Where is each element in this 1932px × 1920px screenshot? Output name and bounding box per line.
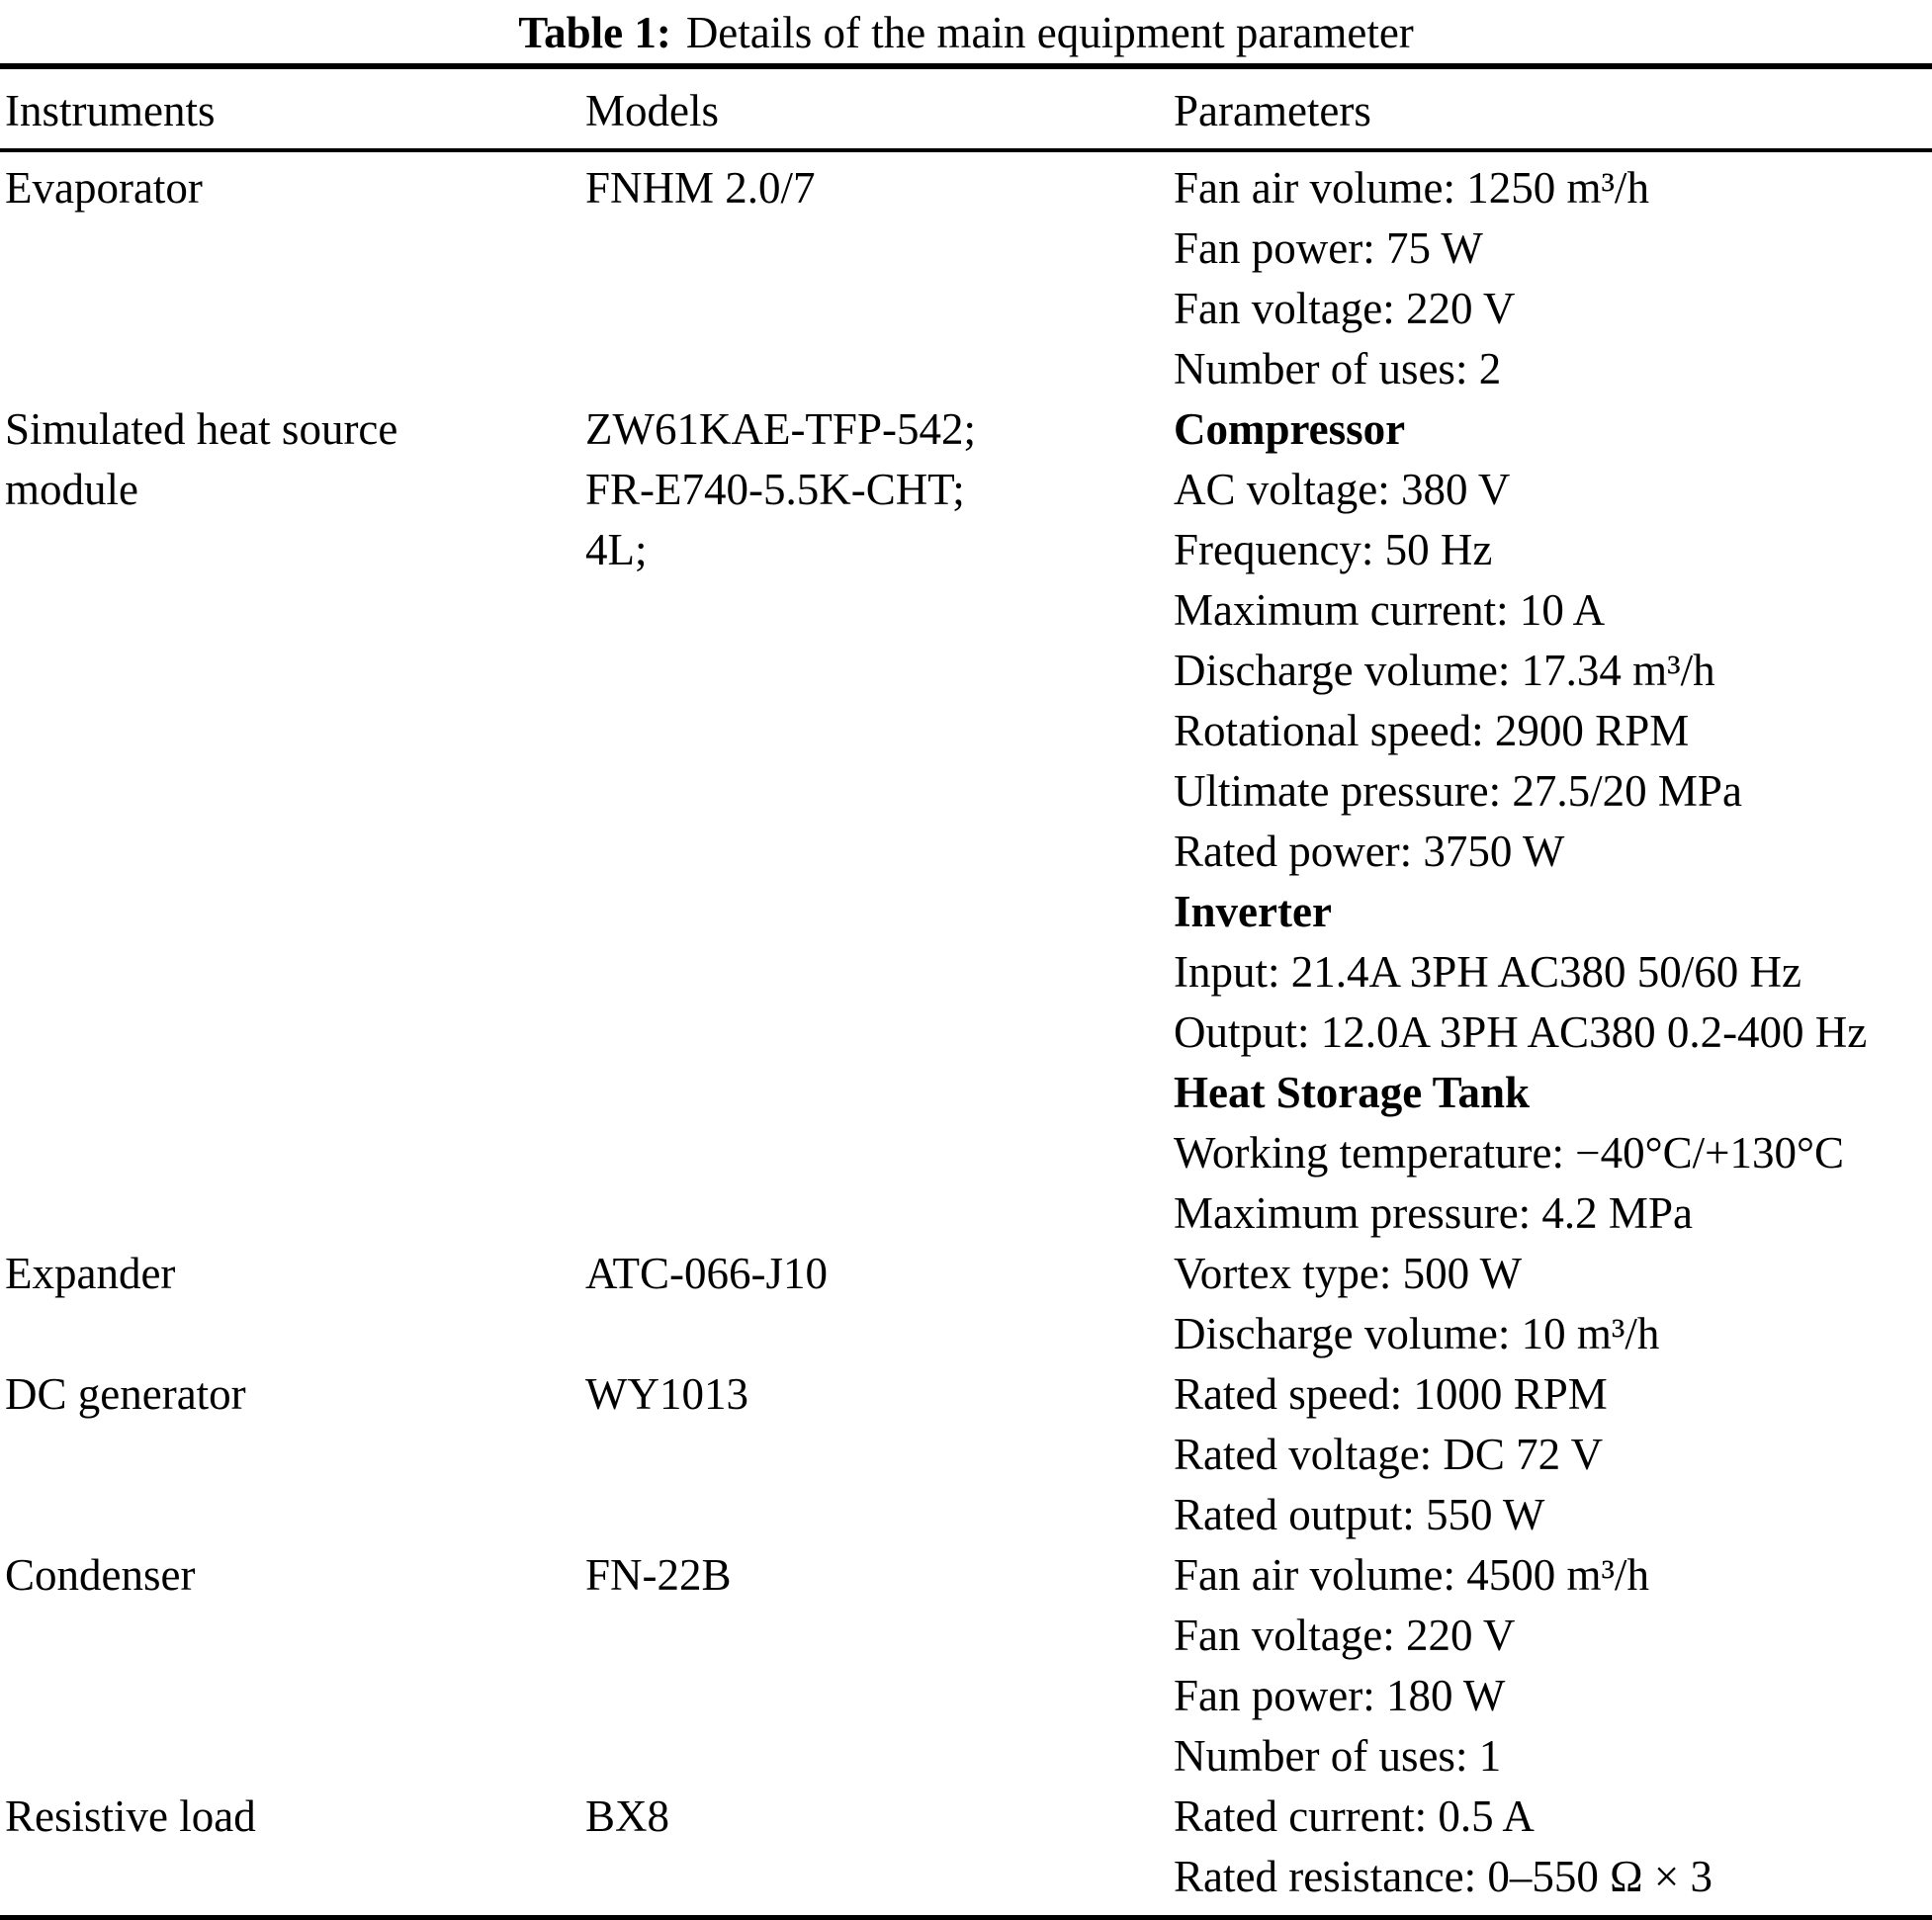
instrument-line: Condenser: [5, 1550, 196, 1600]
table-body: Evaporator FNHM 2.0/7 Fan air volume: 1250…: [0, 152, 1932, 1907]
bottom-rule: [0, 1915, 1932, 1920]
table-row: Expander ATC-066-J10 Vortex type: 500 W Dis…: [0, 1244, 1932, 1364]
parameter-line: Input: 21.4A 3PH AC380 50/60 Hz: [1174, 947, 1802, 997]
instrument-cell: Evaporator: [0, 158, 581, 218]
parameter-line: Working temperature: −40°C/+130°C: [1174, 1128, 1845, 1178]
table-row: Evaporator FNHM 2.0/7 Fan air volume: 1250…: [0, 158, 1932, 399]
instrument-line: Evaporator: [5, 163, 203, 213]
parameter-line: Rated voltage: DC 72 V: [1174, 1430, 1604, 1479]
parameter-line: Maximum current: 10 A: [1174, 585, 1606, 635]
parameter-line: Rated speed: 1000 RPM: [1174, 1369, 1608, 1419]
instrument-cell: DC generator: [0, 1364, 581, 1425]
model-line: FNHM 2.0/7: [585, 163, 816, 213]
models-cell: WY1013: [581, 1364, 1167, 1425]
models-cell: ATC-066-J10: [581, 1244, 1167, 1304]
parameter-line: Number of uses: 2: [1174, 344, 1502, 393]
instrument-line: Expander: [5, 1249, 176, 1298]
model-line: FN-22B: [585, 1550, 732, 1600]
column-header-models: Models: [585, 86, 719, 135]
column-header-parameters: Parameters: [1174, 86, 1371, 135]
parameter-line: Ultimate pressure: 27.5/20 MPa: [1174, 766, 1742, 816]
parameter-line: Frequency: 50 Hz: [1174, 525, 1493, 574]
model-line: ZW61KAE-TFP-542;: [585, 404, 976, 454]
parameter-line: AC voltage: 380 V: [1174, 465, 1511, 514]
model-line: FR-E740-5.5K-CHT;: [585, 465, 965, 514]
parameter-line: Fan voltage: 220 V: [1174, 1611, 1516, 1660]
parameter-line: Rotational speed: 2900 RPM: [1174, 706, 1690, 755]
parameter-line: Heat Storage Tank: [1174, 1068, 1531, 1117]
instrument-line: Resistive load: [5, 1791, 256, 1841]
model-line: ATC-066-J10: [585, 1249, 828, 1298]
table-caption-label: Table 1:: [518, 8, 671, 57]
parameter-line: Number of uses: 1: [1174, 1731, 1502, 1781]
parameters-cell: Vortex type: 500 W Discharge volume: 10 m…: [1167, 1244, 1932, 1364]
parameter-line: Fan air volume: 4500 m³/h: [1174, 1550, 1649, 1600]
table-row: Simulated heat source module ZW61KAE-TFP-5…: [0, 399, 1932, 1244]
parameter-line: Discharge volume: 17.34 m³/h: [1174, 646, 1715, 695]
parameters-cell: Fan air volume: 4500 m³/h Fan voltage: 22…: [1167, 1545, 1932, 1787]
models-cell: FN-22B: [581, 1545, 1167, 1606]
parameter-line: Fan power: 180 W: [1174, 1671, 1506, 1720]
model-line: 4L;: [585, 525, 648, 574]
parameter-line: Fan air volume: 1250 m³/h: [1174, 163, 1649, 213]
table-row: DC generator WY1013 Rated speed: 1000 RPM R…: [0, 1364, 1932, 1545]
column-header-instruments: Instruments: [5, 86, 216, 135]
instrument-cell: Simulated heat source module: [0, 399, 581, 520]
model-line: WY1013: [585, 1369, 748, 1419]
instrument-cell: Expander: [0, 1244, 581, 1304]
instrument-line: module: [5, 465, 138, 514]
models-cell: BX8: [581, 1787, 1167, 1847]
parameter-line: Inverter: [1174, 887, 1332, 936]
model-line: BX8: [585, 1791, 670, 1841]
parameters-cell: Rated speed: 1000 RPM Rated voltage: DC 7…: [1167, 1364, 1932, 1545]
table-row: Resistive load BX8 Rated current: 0.5 A Rat…: [0, 1787, 1932, 1907]
table-header-row: Instruments Models Parameters: [0, 69, 1932, 148]
parameter-line: Compressor: [1174, 404, 1406, 454]
parameter-line: Output: 12.0A 3PH AC380 0.2-400 Hz: [1174, 1007, 1868, 1057]
parameter-line: Fan voltage: 220 V: [1174, 284, 1516, 333]
parameter-line: Vortex type: 500 W: [1174, 1249, 1523, 1298]
instrument-line: Simulated heat source: [5, 404, 398, 454]
table-caption: Table 1: Details of the main equipment pa…: [0, 0, 1932, 63]
parameters-cell: Compressor AC voltage: 380 V Frequency: 50…: [1167, 399, 1932, 1244]
models-cell: ZW61KAE-TFP-542; FR-E740-5.5K-CHT; 4L;: [581, 399, 1167, 580]
parameter-line: Rated output: 550 W: [1174, 1490, 1545, 1539]
parameter-line: Maximum pressure: 4.2 MPa: [1174, 1188, 1693, 1238]
instrument-line: DC generator: [5, 1369, 246, 1419]
instrument-cell: Resistive load: [0, 1787, 581, 1847]
parameter-line: Discharge volume: 10 m³/h: [1174, 1309, 1660, 1358]
parameter-line: Rated resistance: 0–550 Ω × 3: [1174, 1852, 1712, 1901]
models-cell: FNHM 2.0/7: [581, 158, 1167, 218]
top-rule: [0, 63, 1932, 69]
parameters-cell: Rated current: 0.5 A Rated resistance: 0–…: [1167, 1787, 1932, 1907]
instrument-cell: Condenser: [0, 1545, 581, 1606]
header-rule: [0, 148, 1932, 152]
parameters-cell: Fan air volume: 1250 m³/h Fan power: 75 W…: [1167, 158, 1932, 399]
table-row: Condenser FN-22B Fan air volume: 4500 m³/h…: [0, 1545, 1932, 1787]
parameter-line: Rated current: 0.5 A: [1174, 1791, 1535, 1841]
table-caption-text: Details of the main equipment parameter: [685, 8, 1414, 57]
parameter-line: Rated power: 3750 W: [1174, 827, 1565, 876]
parameter-line: Fan power: 75 W: [1174, 223, 1483, 273]
